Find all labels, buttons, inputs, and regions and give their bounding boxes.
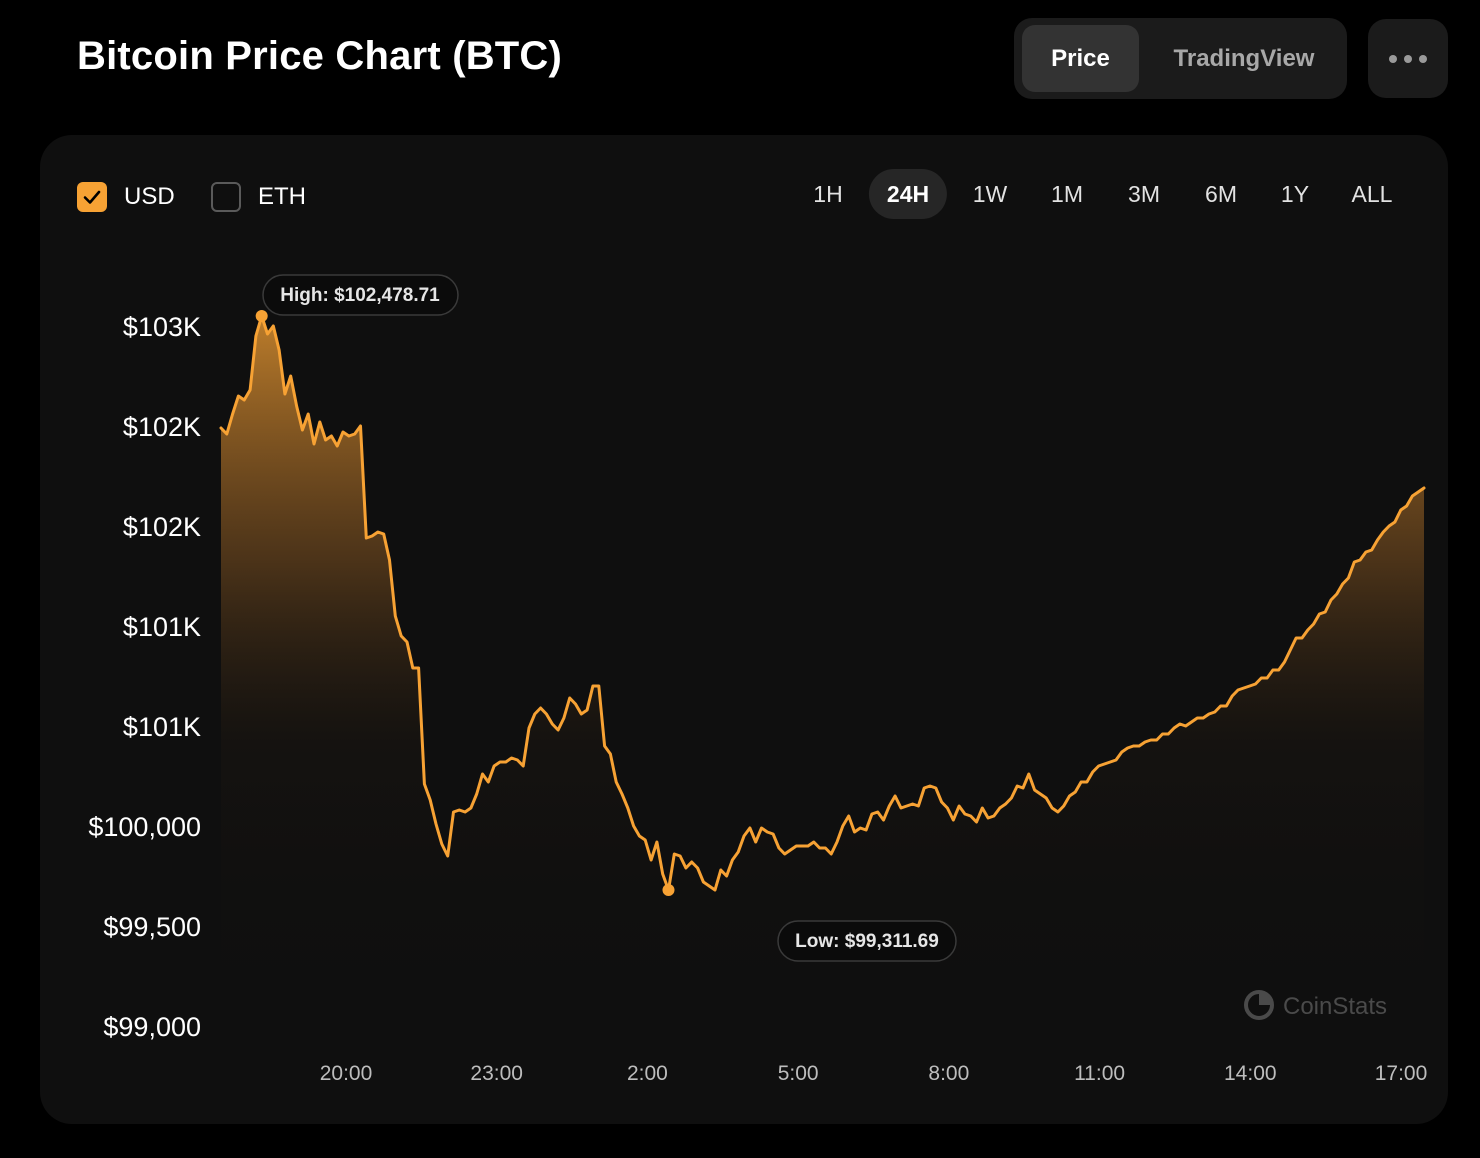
more-dot-icon [1419, 54, 1427, 63]
low-marker: Low: $99,311.69 [662, 884, 957, 962]
x-tick-label: 17:00 [1375, 1062, 1428, 1085]
x-tick-label: 23:00 [470, 1062, 523, 1085]
x-tick-label: 20:00 [320, 1062, 373, 1085]
x-tick-label: 14:00 [1224, 1062, 1277, 1085]
x-tick-label: 5:00 [778, 1062, 819, 1085]
y-tick-label: $100,000 [88, 812, 201, 842]
high-marker: High: $102,478.71 [255, 274, 459, 322]
eth-label: ETH [258, 183, 306, 210]
more-dot-icon [1404, 54, 1412, 63]
range-6m[interactable]: 6M [1205, 181, 1237, 207]
price-area [221, 316, 1424, 1026]
y-tick-label: $103K [123, 312, 201, 342]
y-tick-label: $99,500 [103, 912, 201, 942]
low-label: Low: $99,311.69 [795, 931, 939, 952]
high-point [255, 310, 268, 322]
view-toggle: Price TradingView [1014, 18, 1347, 99]
checkbox-checked-icon [77, 182, 107, 212]
x-axis: 20:00 23:00 2:00 5:00 8:00 11:00 14:00 17:00 [320, 1062, 1428, 1085]
page-title: Bitcoin Price Chart (BTC) [77, 34, 563, 78]
y-tick-label: $102K [123, 412, 201, 442]
y-tick-label: $101K [123, 612, 201, 642]
low-point [662, 884, 675, 896]
x-tick-label: 8:00 [928, 1062, 969, 1085]
y-axis: $103K $102K $102K $101K $101K $100,000 $99,500… [88, 312, 201, 1042]
low-tooltip [777, 920, 957, 962]
range-all[interactable]: ALL [1351, 181, 1393, 207]
coinstats-logo-icon [1244, 990, 1274, 1020]
tab-tradingview[interactable]: TradingView [1173, 45, 1315, 72]
high-tooltip [262, 274, 459, 316]
y-tick-label: $102K [123, 512, 201, 542]
range-1w[interactable]: 1W [972, 181, 1008, 207]
y-tick-label: $99,000 [103, 1012, 201, 1042]
watermark-text: CoinStats [1283, 993, 1387, 1020]
x-tick-label: 11:00 [1074, 1062, 1125, 1085]
tab-price[interactable]: Price [1022, 25, 1139, 92]
x-tick-label: 2:00 [627, 1062, 668, 1085]
y-tick-label: $101K [123, 712, 201, 742]
checkbox-empty-icon [211, 182, 241, 212]
usd-checkbox[interactable]: USD [77, 182, 175, 212]
eth-checkbox[interactable]: ETH [211, 182, 306, 212]
more-dot-icon [1389, 54, 1397, 63]
high-label: High: $102,478.71 [280, 285, 440, 306]
more-options-button[interactable] [1368, 19, 1448, 98]
range-3m[interactable]: 3M [1128, 181, 1160, 207]
usd-label: USD [124, 183, 175, 210]
range-24h[interactable]: 24H [868, 169, 948, 219]
range-1h[interactable]: 1H [813, 181, 843, 207]
range-1m[interactable]: 1M [1051, 181, 1083, 207]
coinstats-watermark: CoinStats [1244, 990, 1387, 1020]
range-1y[interactable]: 1Y [1280, 181, 1310, 207]
price-line [219, 314, 1426, 892]
